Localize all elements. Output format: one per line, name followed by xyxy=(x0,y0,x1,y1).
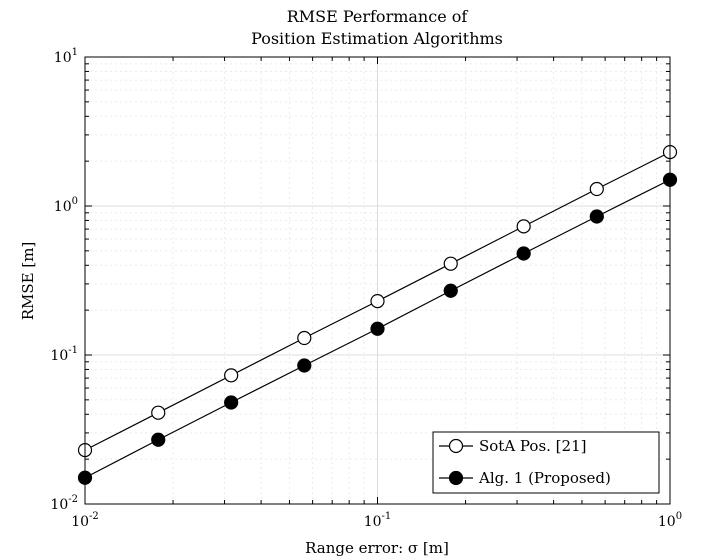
data-point-proposed xyxy=(589,209,604,224)
legend-label-proposed: Alg. 1 (Proposed) xyxy=(478,469,611,487)
y-tick-label: 101 xyxy=(54,47,78,66)
data-point-sota xyxy=(151,405,166,420)
data-point-proposed xyxy=(151,432,166,447)
data-point-sota xyxy=(443,256,458,271)
axis-ticks: 10-2 10-1 100 10-2 10-1 100 101 xyxy=(50,47,682,530)
data-point-sota xyxy=(297,330,312,346)
data-point-proposed xyxy=(443,283,458,298)
x-axis-label: Range error: σ [m] xyxy=(305,539,449,557)
y-tick-label: 100 xyxy=(54,196,78,215)
data-point-sota xyxy=(589,181,604,197)
x-tick-label: 10-1 xyxy=(364,511,392,530)
data-point-proposed xyxy=(224,395,239,410)
data-point-proposed xyxy=(516,246,531,261)
legend: SotA Pos. [21] Alg. 1 (Proposed) xyxy=(432,431,660,494)
data-point-proposed xyxy=(370,321,385,336)
data-point-sota xyxy=(224,368,239,383)
data-point-proposed xyxy=(297,358,312,373)
y-axis-label: RMSE [m] xyxy=(19,242,37,321)
data-point-sota xyxy=(370,294,385,309)
x-tick-label: 100 xyxy=(658,511,682,530)
legend-label-sota: SotA Pos. [21] xyxy=(479,437,586,455)
chart-title-line-1: RMSE Performance of xyxy=(287,7,469,26)
legend-marker-proposed-icon xyxy=(448,470,464,486)
y-tick-label: 10-2 xyxy=(50,494,78,513)
x-tick-label: 10-2 xyxy=(71,511,99,530)
chart-title-line-2: Position Estimation Algorithms xyxy=(251,29,503,48)
legend-marker-sota-icon xyxy=(448,438,464,454)
data-point-sota xyxy=(516,219,531,234)
y-tick-label: 10-1 xyxy=(50,345,78,364)
legend-box xyxy=(432,431,660,494)
